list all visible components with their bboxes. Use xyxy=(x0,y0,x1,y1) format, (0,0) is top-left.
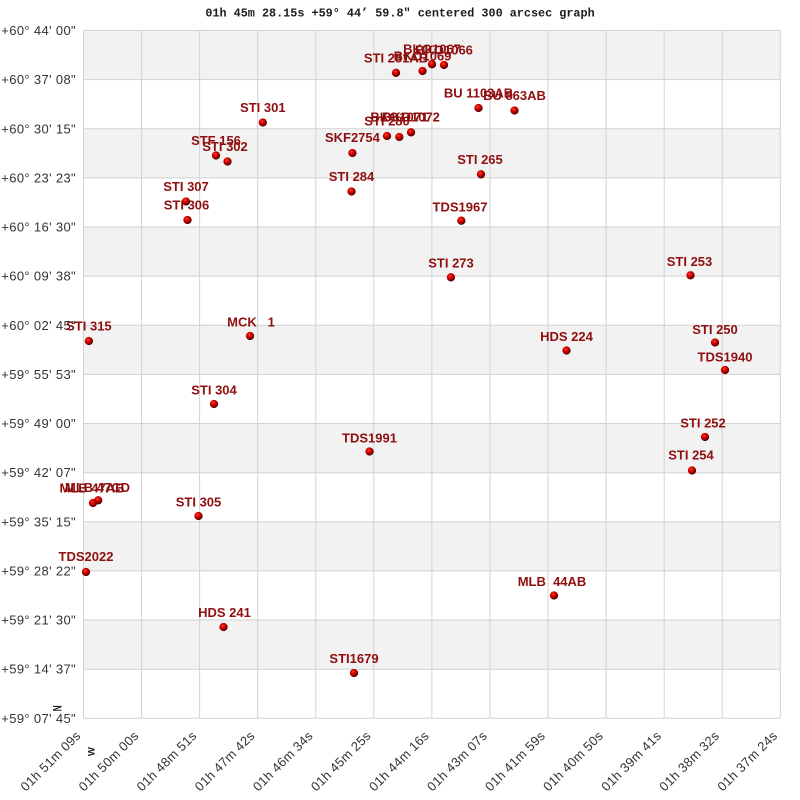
svg-text:+60° 44' 00": +60° 44' 00" xyxy=(1,23,76,38)
svg-text:STI 273: STI 273 xyxy=(428,256,474,271)
svg-text:+60° 02' 45": +60° 02' 45" xyxy=(1,318,76,333)
svg-text:01h 45m 28.15s +59° 44’ 59.8": 01h 45m 28.15s +59° 44’ 59.8" centered 3… xyxy=(205,7,594,21)
svg-text:STI 252: STI 252 xyxy=(680,416,726,431)
svg-text:HDS 224: HDS 224 xyxy=(540,329,594,344)
svg-text:+60° 30' 15": +60° 30' 15" xyxy=(1,121,76,136)
svg-text:+60° 09' 38": +60° 09' 38" xyxy=(1,269,76,284)
svg-text:STI 302: STI 302 xyxy=(202,139,248,154)
svg-text:TDS1991: TDS1991 xyxy=(342,431,397,446)
svg-text:+59° 07' 45": +59° 07' 45" xyxy=(1,711,76,726)
svg-text:N: N xyxy=(50,705,63,711)
svg-text:MLB 47AB: MLB 47AB xyxy=(59,481,124,496)
svg-text:MLB 44AB: MLB 44AB xyxy=(518,574,587,589)
svg-text:+60° 37' 08": +60° 37' 08" xyxy=(1,72,76,87)
svg-text:STI 254: STI 254 xyxy=(668,448,714,463)
svg-text:STI 281AB: STI 281AB xyxy=(364,50,428,65)
svg-text:+59° 49' 00": +59° 49' 00" xyxy=(1,416,76,431)
svg-text:BKO1066: BKO1066 xyxy=(415,43,473,58)
svg-text:+59° 55' 53": +59° 55' 53" xyxy=(1,367,76,382)
svg-text:MCK 1: MCK 1 xyxy=(227,315,275,330)
svg-text:BKO1067: BKO1067 xyxy=(403,42,461,57)
svg-text:TDS1967: TDS1967 xyxy=(433,199,488,214)
svg-text:STI 253: STI 253 xyxy=(667,254,713,269)
svg-text:+59° 35' 15": +59° 35' 15" xyxy=(1,514,76,529)
svg-text:+60° 23' 23": +60° 23' 23" xyxy=(1,170,76,185)
svg-text:TDS2022: TDS2022 xyxy=(59,549,114,564)
svg-text:SKF2754: SKF2754 xyxy=(325,130,381,145)
svg-text:STI 284: STI 284 xyxy=(329,169,375,184)
svg-text:+59° 14' 37": +59° 14' 37" xyxy=(1,662,76,677)
svg-text:STI 265: STI 265 xyxy=(457,152,503,167)
svg-text:STI 280: STI 280 xyxy=(364,114,410,129)
svg-text:W: W xyxy=(86,747,97,756)
svg-text:+59° 21' 30": +59° 21' 30" xyxy=(1,613,76,628)
svg-text:BKO1069: BKO1069 xyxy=(394,49,452,64)
svg-text:STF 156: STF 156 xyxy=(191,133,241,148)
svg-text:STI 307: STI 307 xyxy=(163,179,209,194)
svg-text:STI 304: STI 304 xyxy=(191,383,237,398)
svg-text:BU 863AB: BU 863AB xyxy=(483,88,546,103)
svg-text:STI 301: STI 301 xyxy=(240,100,286,115)
svg-text:+59° 28' 22": +59° 28' 22" xyxy=(1,563,76,578)
svg-text:STI1679: STI1679 xyxy=(329,651,378,666)
svg-text:+59° 42' 07": +59° 42' 07" xyxy=(1,465,76,480)
svg-text:TDS1940: TDS1940 xyxy=(698,350,753,365)
svg-text:HDS 241: HDS 241 xyxy=(198,605,251,620)
svg-text:MLB 47CD: MLB 47CD xyxy=(65,480,130,495)
svg-text:STI 305: STI 305 xyxy=(176,495,222,510)
svg-text:BKO1072: BKO1072 xyxy=(382,110,440,125)
svg-text:STI 250: STI 250 xyxy=(692,322,738,337)
svg-text:STI 315: STI 315 xyxy=(66,318,112,333)
svg-text:BU 1103AB: BU 1103AB xyxy=(444,86,513,101)
svg-text:BKO1071: BKO1071 xyxy=(370,110,428,125)
svg-text:+60° 16' 30": +60° 16' 30" xyxy=(1,220,76,235)
